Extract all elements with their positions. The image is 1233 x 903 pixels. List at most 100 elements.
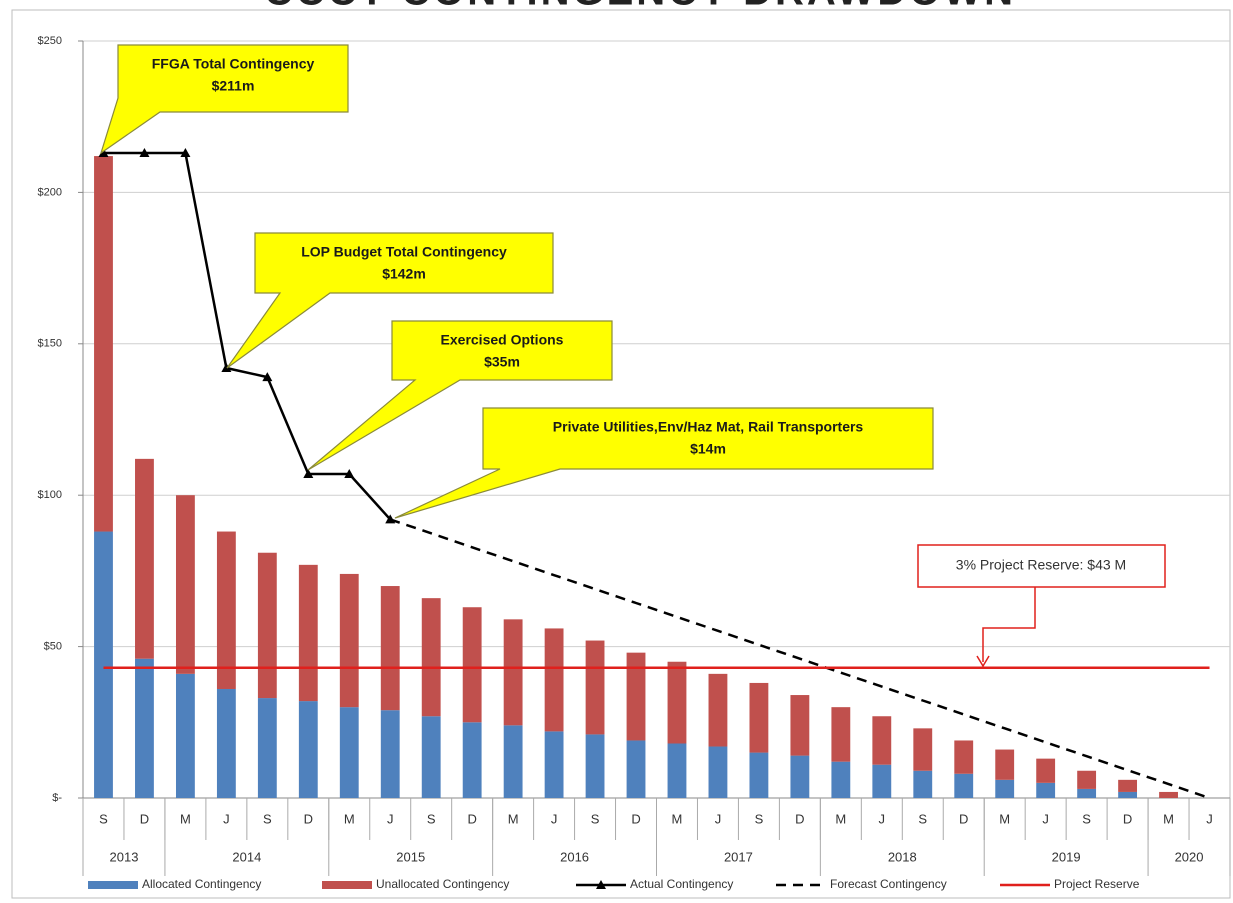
bar-segment bbox=[503, 725, 523, 798]
legend-marker bbox=[596, 880, 606, 889]
chart-title: CCCT CONTINGENCY DRAWDOWN bbox=[264, 0, 1016, 14]
bar-segment bbox=[585, 640, 605, 735]
x-tick-label: D bbox=[304, 811, 313, 826]
callout-box bbox=[226, 232, 554, 369]
bar-segment bbox=[135, 658, 154, 798]
bar-segment bbox=[380, 586, 400, 711]
x-tick-label: S bbox=[263, 811, 272, 826]
x-tick-label: D bbox=[795, 811, 804, 826]
bar-segment bbox=[544, 731, 564, 798]
callout-box bbox=[307, 320, 613, 471]
x-tick-label: J bbox=[551, 811, 558, 826]
x-tick-label: S bbox=[918, 811, 927, 826]
callout-text: $14m bbox=[690, 441, 726, 457]
callout-box bbox=[99, 44, 349, 155]
y-tick-label: $250 bbox=[38, 35, 62, 47]
bar-segment bbox=[462, 607, 482, 723]
callout-text: $211m bbox=[212, 78, 255, 94]
year-label: 2013 bbox=[110, 849, 139, 864]
bar-segment bbox=[749, 682, 769, 753]
legend-swatch bbox=[88, 881, 138, 889]
x-tick-label: M bbox=[999, 811, 1010, 826]
line-marker bbox=[221, 363, 232, 373]
bar-segment bbox=[995, 749, 1015, 780]
year-label: 2019 bbox=[1052, 849, 1081, 864]
bar-segment bbox=[667, 743, 687, 798]
bar-segment bbox=[216, 688, 236, 798]
bar-segment bbox=[708, 673, 728, 747]
x-tick-label: D bbox=[959, 811, 968, 826]
reserve-arrowhead bbox=[976, 655, 990, 668]
callout-text: $142m bbox=[382, 266, 426, 282]
bar-segment bbox=[790, 695, 810, 756]
line-marker bbox=[98, 148, 109, 158]
legend-label: Project Reserve bbox=[1054, 877, 1140, 891]
x-tick-label: S bbox=[427, 811, 436, 826]
bar-segment bbox=[544, 628, 564, 732]
bar-segment bbox=[339, 573, 359, 708]
bar-segment bbox=[298, 701, 318, 798]
x-tick-label: M bbox=[672, 811, 683, 826]
callout-text: LOP Budget Total Contingency bbox=[301, 244, 507, 260]
callout-text: $35m bbox=[484, 354, 520, 370]
bar-segment bbox=[954, 740, 974, 774]
y-tick-label: $100 bbox=[38, 489, 62, 501]
y-tick-label: $150 bbox=[38, 338, 62, 350]
bar-segment bbox=[462, 722, 482, 798]
bar-segment bbox=[175, 673, 195, 798]
bar-segment bbox=[913, 728, 933, 771]
x-tick-label: J bbox=[223, 811, 230, 826]
legend-label: Allocated Contingency bbox=[142, 877, 261, 891]
bar-segment bbox=[872, 716, 892, 765]
line-marker bbox=[262, 372, 273, 382]
reserve-callout-box bbox=[917, 544, 1166, 588]
year-label: 2017 bbox=[724, 849, 753, 864]
x-tick-label: M bbox=[508, 811, 519, 826]
callout-text: Private Utilities,Env/Haz Mat, Rail Tran… bbox=[553, 419, 864, 435]
reserve-arrow bbox=[982, 587, 1036, 662]
bar-segment bbox=[503, 619, 523, 726]
year-label: 2018 bbox=[888, 849, 917, 864]
bar-segment bbox=[954, 773, 974, 798]
y-tick-label: $- bbox=[52, 792, 62, 804]
x-tick-label: J bbox=[1042, 811, 1049, 826]
bar-segment bbox=[421, 716, 441, 798]
x-tick-label: J bbox=[879, 811, 886, 826]
bar-segment bbox=[1077, 770, 1097, 789]
y-tick-label: $50 bbox=[44, 641, 62, 653]
bar-segment bbox=[380, 710, 400, 798]
bar-segment bbox=[708, 746, 728, 798]
bar-segment bbox=[135, 458, 154, 659]
x-tick-label: D bbox=[1123, 811, 1132, 826]
bar-segment bbox=[913, 770, 933, 798]
line-marker bbox=[303, 469, 314, 479]
bar-segment bbox=[94, 531, 113, 798]
x-tick-label: S bbox=[755, 811, 764, 826]
legend-swatch bbox=[322, 881, 372, 889]
bar-segment bbox=[257, 698, 277, 798]
year-label: 2020 bbox=[1175, 849, 1204, 864]
series-line bbox=[103, 151, 392, 521]
bar-segment bbox=[790, 755, 810, 798]
bar-segment bbox=[1159, 791, 1178, 798]
bar-segment bbox=[257, 552, 277, 699]
bar-segment bbox=[667, 661, 687, 744]
x-tick-label: D bbox=[631, 811, 640, 826]
legend-label: Actual Contingency bbox=[630, 877, 733, 891]
x-tick-label: S bbox=[1082, 811, 1091, 826]
x-tick-label: M bbox=[180, 811, 191, 826]
series-line bbox=[389, 518, 1210, 800]
chart-border bbox=[11, 9, 1231, 899]
line-marker bbox=[344, 469, 355, 479]
bar-segment bbox=[1036, 758, 1056, 783]
bar-segment bbox=[216, 531, 236, 689]
callout-box bbox=[394, 407, 934, 519]
year-label: 2016 bbox=[560, 849, 589, 864]
legend-label: Forecast Contingency bbox=[830, 877, 947, 891]
x-tick-label: D bbox=[140, 811, 149, 826]
y-tick-label: $200 bbox=[38, 186, 62, 198]
bar-segment bbox=[1077, 788, 1097, 798]
line-marker bbox=[180, 148, 191, 158]
line-marker bbox=[139, 148, 150, 158]
